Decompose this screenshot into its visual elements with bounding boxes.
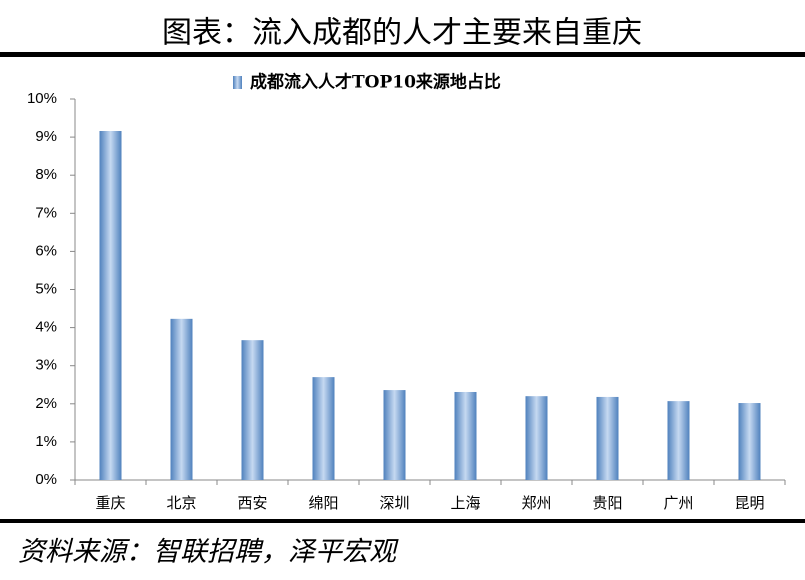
x-tick-label: 昆明 xyxy=(734,494,764,512)
x-tick-label: 绵阳 xyxy=(308,494,338,512)
bar xyxy=(99,131,122,480)
y-tick-label: 8% xyxy=(35,166,57,183)
x-tick-label: 北京 xyxy=(166,494,196,512)
bar xyxy=(596,396,619,480)
bar xyxy=(170,318,193,480)
x-tick-label: 重庆 xyxy=(95,494,125,512)
bar xyxy=(383,390,406,480)
title-rule xyxy=(0,52,805,57)
y-tick-label: 9% xyxy=(35,128,57,145)
bar xyxy=(667,401,690,480)
bar xyxy=(454,391,477,480)
y-tick-label: 0% xyxy=(35,471,57,488)
y-tick-label: 3% xyxy=(35,357,57,374)
x-tick-label: 郑州 xyxy=(521,494,551,512)
bar xyxy=(241,340,264,480)
x-tick-label: 深圳 xyxy=(379,494,409,512)
footer-rule xyxy=(0,519,805,523)
source-note: 资料来源：智联招聘，泽平宏观 xyxy=(18,537,399,568)
x-tick-label: 贵阳 xyxy=(592,494,622,512)
y-tick-label: 6% xyxy=(35,242,57,259)
x-tick-label: 广州 xyxy=(663,494,693,512)
y-tick-label: 7% xyxy=(35,204,57,221)
x-tick-label: 西安 xyxy=(237,494,267,512)
legend-swatch xyxy=(233,76,242,89)
bar xyxy=(525,396,548,480)
y-tick-label: 5% xyxy=(35,280,57,297)
y-tick-label: 4% xyxy=(35,319,57,336)
y-tick-label: 1% xyxy=(35,433,57,450)
bar xyxy=(738,403,761,480)
x-tick-label: 上海 xyxy=(450,494,480,512)
legend-label: 成都流入人才TOP10来源地占比 xyxy=(250,72,501,93)
bar xyxy=(312,377,335,480)
page-title: 图表：流入成都的人才主要来自重庆 xyxy=(162,16,642,51)
y-tick-label: 10% xyxy=(27,90,57,107)
y-tick-label: 2% xyxy=(35,395,57,412)
